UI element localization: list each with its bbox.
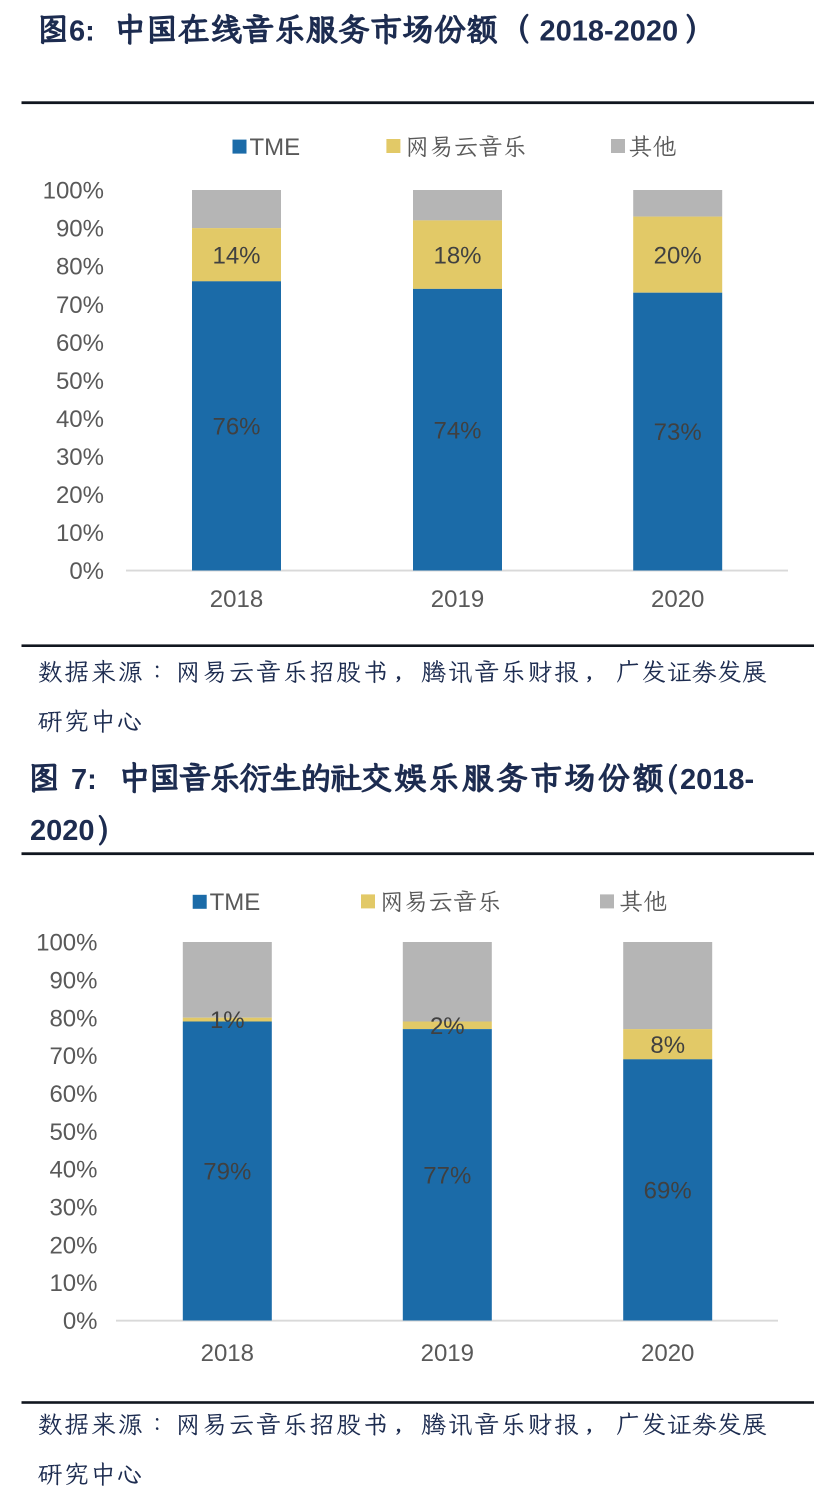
svg-text:30%: 30% bbox=[56, 444, 104, 471]
svg-text:TME: TME bbox=[210, 889, 261, 916]
svg-text:2019: 2019 bbox=[421, 1340, 474, 1367]
svg-text:76%: 76% bbox=[212, 414, 260, 441]
svg-text:40%: 40% bbox=[56, 406, 104, 433]
svg-text:60%: 60% bbox=[49, 1081, 97, 1108]
svg-text:10%: 10% bbox=[49, 1270, 97, 1297]
svg-text:70%: 70% bbox=[56, 292, 104, 319]
svg-text:0%: 0% bbox=[63, 1308, 98, 1335]
svg-text:77%: 77% bbox=[423, 1162, 471, 1189]
svg-text:2020: 2020 bbox=[641, 1340, 694, 1367]
svg-text:2020: 2020 bbox=[651, 586, 704, 613]
svg-text:74%: 74% bbox=[433, 417, 481, 444]
svg-text:2018-2020: 2018-2020 bbox=[540, 16, 679, 48]
svg-text:50%: 50% bbox=[49, 1119, 97, 1146]
svg-text:10%: 10% bbox=[56, 520, 104, 547]
svg-text:20%: 20% bbox=[654, 242, 702, 269]
svg-text:14%: 14% bbox=[212, 242, 260, 269]
svg-text:90%: 90% bbox=[49, 968, 97, 995]
svg-text:30%: 30% bbox=[49, 1195, 97, 1222]
svg-text:73%: 73% bbox=[654, 419, 702, 446]
svg-text:7:: 7: bbox=[71, 764, 97, 796]
svg-text:2020: 2020 bbox=[30, 815, 95, 847]
svg-text:90%: 90% bbox=[56, 216, 104, 243]
svg-text:100%: 100% bbox=[36, 930, 97, 957]
svg-text:40%: 40% bbox=[49, 1157, 97, 1184]
svg-text:80%: 80% bbox=[56, 254, 104, 281]
svg-text:18%: 18% bbox=[433, 242, 481, 269]
svg-text:2%: 2% bbox=[430, 1013, 465, 1040]
svg-text:6:: 6: bbox=[69, 16, 95, 48]
svg-text:0%: 0% bbox=[69, 558, 104, 585]
svg-text:1%: 1% bbox=[210, 1007, 245, 1034]
svg-text:2018: 2018 bbox=[210, 586, 263, 613]
svg-text:TME: TME bbox=[250, 134, 301, 161]
svg-text:2018: 2018 bbox=[201, 1340, 254, 1367]
svg-text:2019: 2019 bbox=[431, 586, 484, 613]
svg-text:80%: 80% bbox=[49, 1005, 97, 1032]
svg-text:70%: 70% bbox=[49, 1043, 97, 1070]
svg-text:79%: 79% bbox=[203, 1159, 251, 1186]
svg-text:69%: 69% bbox=[644, 1178, 692, 1205]
svg-text:50%: 50% bbox=[56, 368, 104, 395]
svg-text:2018-: 2018- bbox=[680, 764, 754, 796]
svg-text:8%: 8% bbox=[650, 1032, 685, 1059]
svg-text:20%: 20% bbox=[49, 1232, 97, 1259]
svg-text:20%: 20% bbox=[56, 482, 104, 509]
svg-text:100%: 100% bbox=[43, 178, 104, 205]
svg-text:60%: 60% bbox=[56, 330, 104, 357]
